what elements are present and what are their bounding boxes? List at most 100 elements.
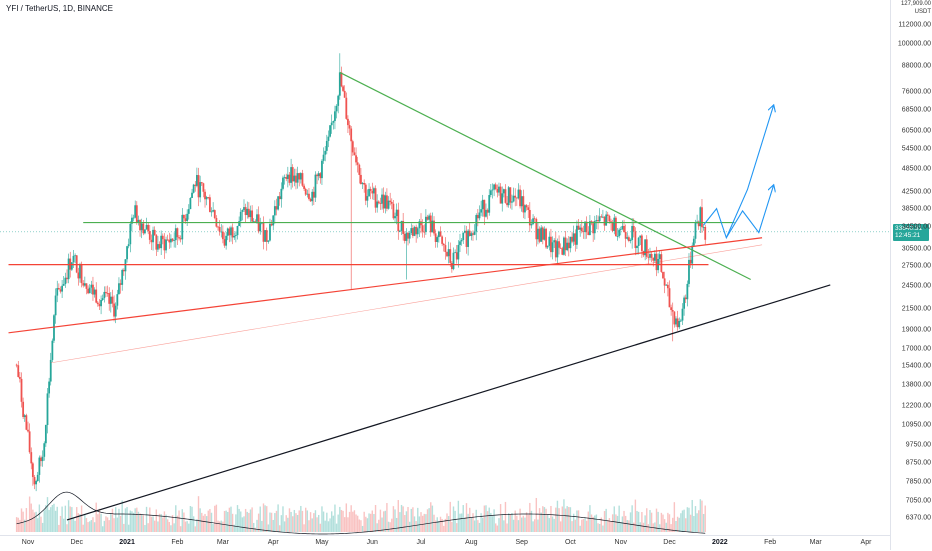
- candle: [114, 302, 117, 324]
- candle: [157, 235, 159, 253]
- candle-body: [554, 240, 557, 258]
- candle: [306, 189, 309, 198]
- candle-body: [324, 150, 327, 155]
- volume-bar: [456, 523, 458, 532]
- volume-bar: [343, 517, 346, 532]
- price-tick: 27500.00: [901, 262, 931, 270]
- volume-bar: [676, 516, 679, 532]
- candle: [103, 286, 106, 303]
- candle-body: [579, 227, 582, 230]
- candle-body: [223, 239, 226, 246]
- candle-body: [683, 297, 686, 309]
- volume-bar: [530, 510, 533, 532]
- price-tick: 112000.00: [898, 21, 931, 29]
- candle-body: [532, 218, 534, 224]
- candle-body: [535, 218, 538, 240]
- volume-bar: [157, 521, 159, 532]
- volume-bar: [672, 517, 674, 532]
- candle: [265, 227, 268, 251]
- candle: [559, 243, 562, 249]
- volume-bar: [633, 522, 635, 532]
- candle-body: [93, 289, 96, 295]
- candle: [457, 240, 460, 268]
- candle: [673, 311, 676, 328]
- candle-body: [627, 237, 630, 241]
- candle-body: [303, 185, 305, 189]
- volume-bar: [482, 517, 484, 532]
- candle-body: [611, 222, 614, 231]
- candle: [465, 225, 468, 254]
- candle: [702, 223, 705, 231]
- candle-body: [33, 477, 36, 485]
- price-axis[interactable]: 127,909.00 USDT 33640.31 12:45:21 112000…: [890, 0, 932, 550]
- candle: [85, 283, 88, 295]
- volume-bar: [618, 505, 620, 532]
- time-tick: Jul: [416, 539, 426, 546]
- candle: [379, 197, 382, 210]
- candle-body: [369, 188, 372, 191]
- candle: [411, 224, 414, 239]
- candle-body: [40, 457, 42, 462]
- candle-body: [699, 207, 702, 227]
- volume-bar: [373, 514, 375, 532]
- volume-bar: [145, 506, 148, 532]
- candle: [234, 231, 237, 243]
- price-chart[interactable]: [0, 0, 890, 535]
- volume-bar: [282, 506, 284, 532]
- candle-body: [632, 226, 635, 232]
- volume-bar: [147, 523, 149, 532]
- candle: [334, 105, 336, 130]
- candle-body: [481, 199, 484, 210]
- candle: [517, 183, 520, 200]
- volume-bar: [327, 521, 330, 532]
- volume-bar: [488, 507, 490, 532]
- candle: [221, 225, 224, 244]
- volume-bar: [348, 511, 351, 532]
- candle-body: [580, 227, 583, 232]
- candle-body: [88, 287, 91, 294]
- volume-bar: [460, 513, 463, 532]
- volume-bar: [503, 520, 505, 532]
- candle-body: [183, 214, 185, 219]
- candle-body: [368, 188, 370, 197]
- candle-body: [20, 378, 23, 402]
- candle-body: [236, 225, 239, 236]
- candle-body: [105, 291, 107, 294]
- candle: [358, 163, 361, 184]
- candle: [489, 184, 492, 198]
- candle-body: [613, 217, 616, 231]
- candle: [291, 164, 294, 188]
- candle: [264, 230, 267, 242]
- candle: [77, 267, 80, 286]
- candle: [382, 187, 385, 213]
- candle: [228, 226, 231, 243]
- candle: [556, 238, 559, 264]
- candle: [319, 172, 322, 184]
- time-axis[interactable]: Nov Dec 2021 Feb Mar Apr May Jun Jul Aug Sep Oct Nov…: [0, 535, 890, 551]
- chart-area[interactable]: YFI / TetherUS, 1D, BINANCE: [0, 0, 890, 550]
- candle-body: [273, 206, 276, 216]
- candle: [23, 413, 26, 422]
- volume-bar: [400, 504, 403, 532]
- candle: [433, 216, 435, 236]
- candle-body: [319, 173, 322, 179]
- candle-body: [437, 231, 440, 238]
- candle: [113, 295, 115, 322]
- candle: [371, 182, 374, 200]
- volume-bar: [590, 514, 593, 532]
- current-price-label: 33640.31 12:45:21: [893, 223, 929, 241]
- candle-body: [247, 208, 250, 218]
- candle: [337, 94, 340, 114]
- candle: [462, 232, 465, 244]
- candle: [277, 196, 280, 211]
- candle-body: [360, 174, 362, 184]
- volume-bar: [538, 508, 541, 532]
- candle: [51, 338, 54, 362]
- candle-body: [496, 189, 499, 193]
- candle-body: [327, 136, 330, 141]
- candle-body: [395, 209, 398, 217]
- price-tick: 100000.00: [897, 40, 931, 48]
- volume-bar: [430, 502, 432, 532]
- candle: [613, 214, 616, 235]
- volume-bar: [412, 507, 414, 532]
